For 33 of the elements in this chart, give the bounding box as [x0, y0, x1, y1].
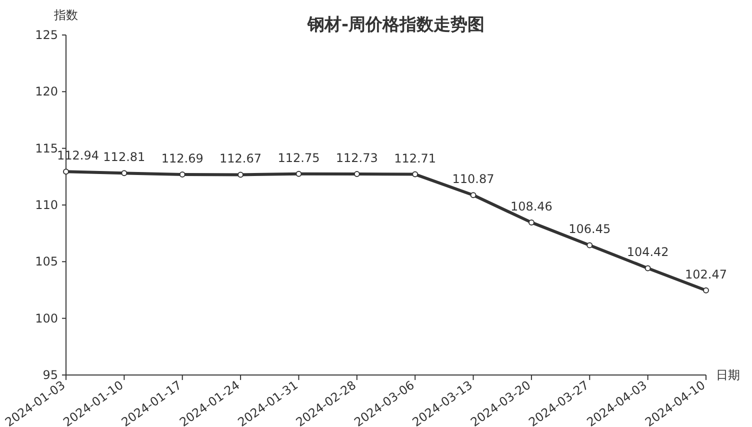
point — [354, 171, 360, 178]
y-tick-label: 125 — [35, 28, 58, 42]
y-axis-title: 指数 — [53, 8, 78, 22]
point — [296, 170, 302, 177]
y-tick-label: 95 — [42, 368, 58, 382]
data-label: 110.87 — [452, 172, 494, 186]
chart-title: 钢材-周价格指数走势图 — [306, 15, 485, 35]
data-label: 106.45 — [568, 222, 611, 236]
point — [238, 172, 244, 178]
y-tick-label: 120 — [35, 84, 58, 99]
point — [179, 172, 186, 178]
y-tick-label: 100 — [35, 311, 58, 326]
y-tick-label: 105 — [35, 254, 58, 269]
data-label: 112.71 — [394, 151, 436, 166]
data-label: 108.46 — [510, 199, 552, 214]
data-label: 112.81 — [103, 150, 146, 164]
point — [586, 242, 593, 248]
y-tick-label: 115 — [35, 141, 58, 156]
data-label: 112.75 — [278, 150, 320, 165]
y-tick-label: 110 — [35, 198, 58, 212]
point — [470, 192, 476, 198]
data-label: 112.67 — [220, 152, 262, 166]
point — [63, 168, 69, 175]
data-label: 102.47 — [685, 267, 727, 282]
data-label: 112.73 — [336, 151, 378, 166]
data-label: 104.42 — [626, 245, 669, 260]
point — [412, 171, 418, 178]
point — [644, 265, 651, 272]
point — [121, 170, 128, 176]
x-axis-title: 日期 — [716, 368, 740, 382]
point — [703, 287, 709, 294]
data-label: 112.69 — [161, 152, 204, 166]
point — [528, 219, 534, 226]
